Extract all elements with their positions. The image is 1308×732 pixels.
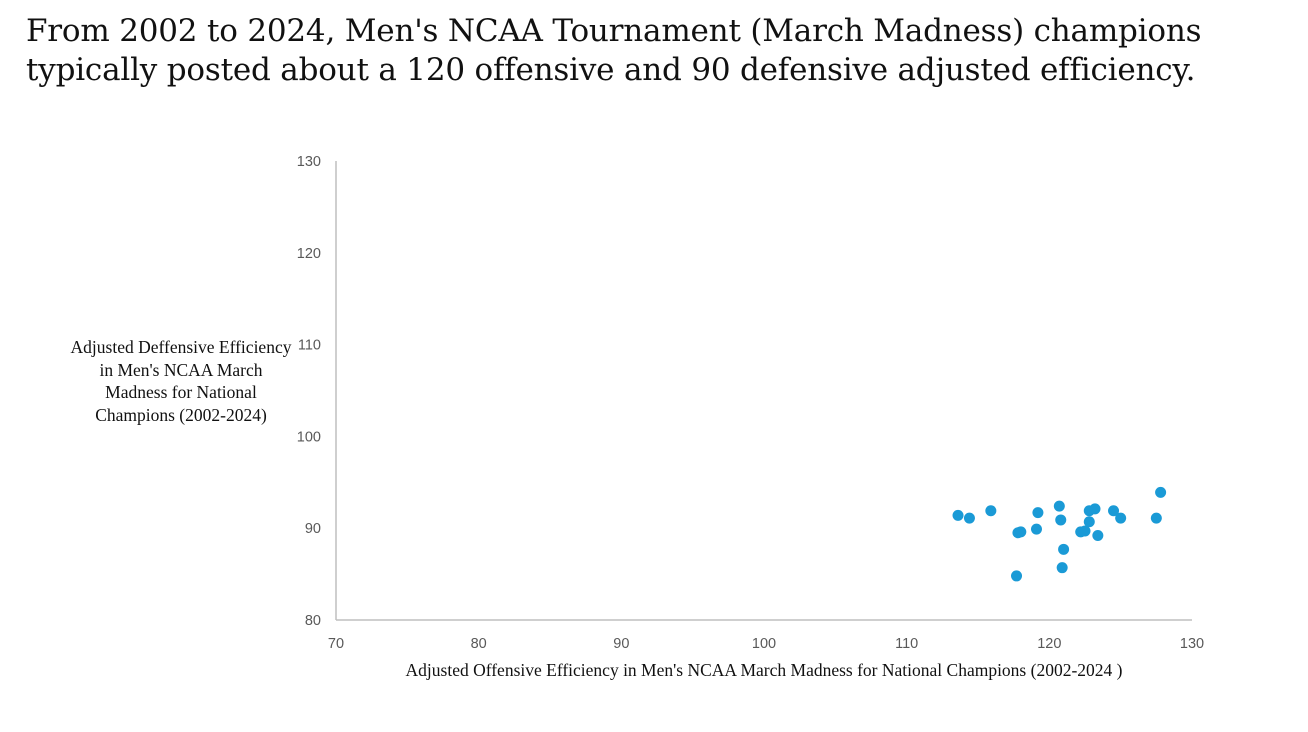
data-point <box>1011 570 1023 582</box>
data-point <box>1083 516 1095 528</box>
x-tick-label: 100 <box>752 636 776 652</box>
x-axis-label: Adjusted Offensive Efficiency in Men's N… <box>405 660 1123 680</box>
x-tick-label: 110 <box>895 636 918 652</box>
data-point <box>1030 523 1042 535</box>
page-title: From 2002 to 2024, Men's NCAA Tournament… <box>26 13 1202 88</box>
x-tick-labels: 70 80 90 100 110 120 130 <box>328 636 1204 652</box>
data-point <box>952 509 964 521</box>
plot-axes <box>335 161 1192 621</box>
y-tick-label: 100 <box>297 429 321 445</box>
data-point <box>1055 514 1067 526</box>
y-tick-label: 90 <box>305 521 321 537</box>
data-point <box>1053 500 1065 512</box>
data-point <box>1089 503 1101 515</box>
x-tick-label: 90 <box>613 636 629 652</box>
data-point <box>1058 543 1070 555</box>
x-tick-label: 120 <box>1037 636 1061 652</box>
data-point <box>1032 507 1044 519</box>
data-point <box>1079 525 1091 537</box>
data-point <box>1150 512 1162 524</box>
data-point <box>1155 486 1167 498</box>
x-tick-label: 80 <box>471 636 487 652</box>
x-tick-label: 130 <box>1180 636 1204 652</box>
y-tick-label: 110 <box>298 338 321 354</box>
data-point <box>985 505 997 517</box>
data-points <box>952 486 1167 582</box>
y-tick-labels: 80 90 100 110 120 130 <box>297 154 321 629</box>
data-point <box>1015 526 1027 538</box>
data-point <box>1108 505 1120 517</box>
y-axis-label: Adjusted Deffensive Efficiency in Men's … <box>70 337 292 425</box>
y-tick-label: 80 <box>305 613 321 629</box>
y-tick-label: 120 <box>297 246 321 262</box>
data-point <box>963 512 975 524</box>
data-point <box>1056 562 1068 574</box>
x-tick-label: 70 <box>328 636 344 652</box>
data-point <box>1115 512 1127 524</box>
y-tick-label: 130 <box>297 154 321 170</box>
data-point <box>1092 530 1104 542</box>
